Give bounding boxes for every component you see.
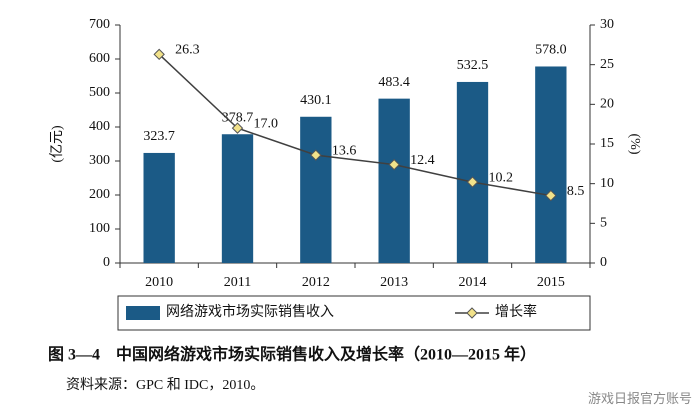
y2-tick-label: 30 [600, 17, 614, 32]
x-tick-label: 2011 [224, 275, 251, 290]
y2-tick-label: 15 [600, 136, 614, 151]
y-axis-label: (亿元) [49, 125, 65, 163]
legend-swatch [126, 306, 160, 320]
bar [300, 116, 332, 264]
bar [456, 81, 489, 263]
bar-value-label: 483.4 [378, 75, 410, 90]
line [158, 53, 551, 197]
legend-label: 增长率 [495, 303, 537, 320]
bar-value-label: 578.0 [535, 43, 567, 58]
bar [143, 152, 175, 263]
y2-tick-label: 10 [600, 176, 614, 191]
line-marker [153, 48, 165, 61]
line-value-label: 12.4 [410, 153, 435, 168]
y-tick-label: 0 [103, 255, 110, 270]
line-marker [231, 122, 244, 134]
x-tick-label: 2015 [537, 275, 565, 290]
y2-axis-label: (%) [627, 134, 642, 155]
bar-value-label: 430.1 [300, 93, 332, 108]
y2-tick-label: 0 [600, 255, 607, 270]
y-tick-label: 100 [89, 221, 110, 236]
y2-tick-label: 20 [600, 97, 614, 112]
legend-marker [466, 307, 478, 319]
x-tick-label: 2014 [459, 275, 487, 290]
line-value-label: 8.5 [567, 184, 585, 199]
bar-value-label: 532.5 [457, 58, 489, 73]
y-tick-label: 600 [89, 51, 110, 66]
x-tick-label: 2010 [145, 275, 173, 290]
line-marker [388, 158, 400, 171]
source-note: 资料来源：GPC 和 IDC，2010。 [66, 377, 264, 393]
line-marker [310, 149, 322, 161]
x-tick-label: 2013 [380, 275, 408, 290]
bar-value-label: 323.7 [143, 129, 175, 144]
legend-label: 网络游戏市场实际销售收入 [166, 303, 334, 320]
watermark: 游戏日报官方账号 [588, 391, 692, 406]
line-marker [545, 189, 557, 202]
line-value-label: 26.3 [175, 43, 200, 58]
bar [378, 98, 410, 263]
line-value-label: 10.2 [489, 170, 514, 185]
line-marker [466, 176, 479, 188]
y-tick-label: 400 [89, 119, 110, 134]
y-tick-label: 700 [89, 17, 110, 32]
y-tick-label: 500 [89, 85, 110, 100]
y2-tick-label: 25 [600, 57, 614, 72]
y-tick-label: 300 [89, 153, 110, 168]
line-value-label: 13.6 [332, 143, 357, 158]
x-tick-label: 2012 [302, 275, 330, 290]
legend-box [117, 295, 591, 331]
figure-caption: 图 3—4 中国网络游戏市场实际销售收入及增长率（2010—2015 年） [48, 345, 536, 364]
y2-tick-label: 5 [600, 216, 607, 231]
bar [535, 66, 567, 263]
y-tick-label: 200 [89, 187, 110, 202]
line-value-label: 17.0 [254, 116, 279, 131]
bar [221, 134, 254, 263]
